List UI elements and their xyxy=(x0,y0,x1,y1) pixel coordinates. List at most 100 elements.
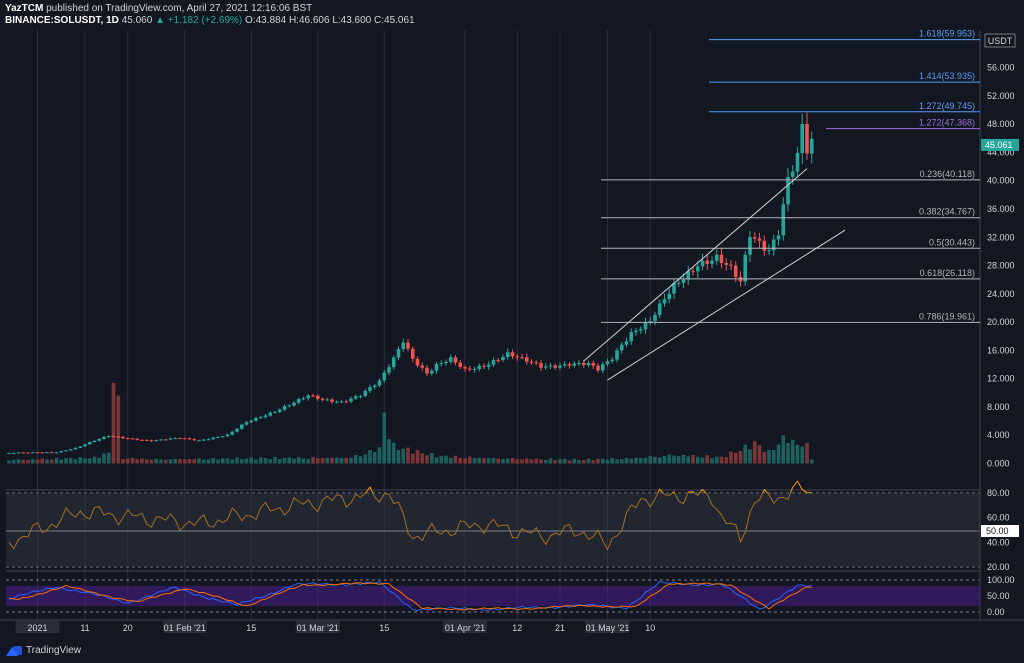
candle-body xyxy=(439,363,444,365)
time-tick-label: 11 xyxy=(80,623,89,633)
volume-bar xyxy=(230,459,235,464)
volume-bar xyxy=(201,459,206,464)
currency-badge xyxy=(984,33,1016,48)
volume-bar xyxy=(776,444,781,464)
volume-bar xyxy=(672,455,676,464)
candle-body xyxy=(211,437,216,440)
candle-body xyxy=(762,240,767,251)
rsi-line xyxy=(8,480,812,551)
candle-body xyxy=(244,422,249,425)
candle-body xyxy=(97,438,102,441)
candle-body xyxy=(534,362,539,364)
time-tick-label: 01 Apr '21 xyxy=(445,623,485,633)
candle-body xyxy=(767,250,771,252)
volume-bar xyxy=(282,458,287,464)
volume-bar xyxy=(482,458,486,464)
candle-body xyxy=(7,452,11,454)
volume-bar xyxy=(220,458,225,464)
stoch-tick-label: 50.00 xyxy=(987,591,1010,601)
fib-level-label: 1.272(49.745) xyxy=(919,101,975,111)
volume-bar xyxy=(448,457,453,464)
volume-bar xyxy=(743,444,748,464)
rsi-current-badge xyxy=(981,525,1019,537)
candle-body xyxy=(26,452,30,454)
volume-bar xyxy=(87,458,92,464)
volume-bar xyxy=(539,459,543,464)
volume-bar xyxy=(21,459,26,464)
volume-bar xyxy=(401,448,406,464)
candle-body xyxy=(320,398,325,400)
candle-body xyxy=(463,367,467,369)
candle-body xyxy=(805,123,809,154)
candle-body xyxy=(277,409,282,412)
volume-bar xyxy=(49,459,54,464)
time-tick-label: 15 xyxy=(379,623,389,633)
candle-body xyxy=(49,452,54,454)
last-price-badge xyxy=(981,138,1019,151)
volume-bar xyxy=(581,459,586,464)
time-axis[interactable]: 2021 11 20 01 Feb '21 15 01 Mar '21 15 01 Apr '… xyxy=(0,619,1024,633)
volume-bar xyxy=(315,458,320,464)
candle-body xyxy=(334,401,339,403)
candle-body xyxy=(648,321,653,323)
candle-body xyxy=(634,330,638,333)
volume-bar xyxy=(434,457,439,464)
price-axis[interactable]: USDT 56.000 52.000 48.000 44.000 40.000 36.000… xyxy=(981,33,1019,617)
volume-bar xyxy=(192,459,197,464)
volume-bar xyxy=(648,456,653,464)
candle-body xyxy=(325,399,330,401)
chart-area[interactable]: 1.618(59.953) 1.414(53.935) 1.272(49.745) 1… xyxy=(0,0,1024,641)
volume-bar xyxy=(472,458,477,464)
volume-bar xyxy=(178,459,182,464)
candle-body xyxy=(268,412,273,416)
candle-body xyxy=(154,440,159,442)
volume-bar xyxy=(154,458,159,464)
symbol-title[interactable]: BINANCE:SOLUSDT, 1D xyxy=(5,15,119,26)
candle-body xyxy=(771,239,776,251)
volume-bar xyxy=(553,460,558,464)
candle-body xyxy=(391,357,396,368)
candle-body xyxy=(600,364,605,371)
volume-bar xyxy=(615,459,619,464)
last-price: 45.060 xyxy=(121,15,153,26)
fib-level-label: 0.786(19.961) xyxy=(919,311,975,321)
volume-bar xyxy=(653,456,657,464)
volume-bar xyxy=(330,457,334,464)
candle-body xyxy=(263,415,268,418)
volume-bar xyxy=(106,452,111,464)
candle-body xyxy=(733,265,738,277)
tradingview-logo[interactable]: TradingView xyxy=(6,645,81,656)
channel-line xyxy=(607,229,846,381)
candle-body xyxy=(64,450,68,452)
price-channel[interactable] xyxy=(583,168,846,381)
author-name[interactable]: YazTCM xyxy=(5,3,44,14)
candle-body xyxy=(757,238,762,241)
candle-body xyxy=(16,452,21,454)
volume-bar xyxy=(520,459,524,464)
candle-body xyxy=(45,452,49,454)
fib-extension[interactable]: 1.618(59.953) 1.414(53.935) 1.272(49.745) 1… xyxy=(601,29,980,323)
volume-bar xyxy=(235,457,239,464)
volume-bar xyxy=(7,460,11,464)
volume-bar xyxy=(339,457,344,464)
time-tick-label: 01 May '21 xyxy=(586,623,630,633)
volume-bar xyxy=(182,459,187,464)
volume-bar xyxy=(344,457,349,464)
tradingview-brand: TradingView xyxy=(26,645,82,656)
volume-bar xyxy=(809,459,814,464)
candle-body xyxy=(83,444,87,447)
volume-bar xyxy=(258,457,263,464)
candle-body xyxy=(225,434,230,437)
currency-label: USDT xyxy=(988,36,1013,46)
candle-body xyxy=(420,365,425,368)
candle-body xyxy=(790,171,795,177)
time-tick-label: 10 xyxy=(645,623,655,633)
candle-body xyxy=(301,398,306,400)
candle-body xyxy=(505,352,510,357)
volume-bar xyxy=(567,460,572,464)
candle-body xyxy=(11,452,16,454)
chart-header: YazTCM published on TradingView.com, Apr… xyxy=(0,0,1024,30)
time-tick-label: 15 xyxy=(246,623,256,633)
candle-body xyxy=(752,237,757,239)
candle-body xyxy=(472,369,477,371)
